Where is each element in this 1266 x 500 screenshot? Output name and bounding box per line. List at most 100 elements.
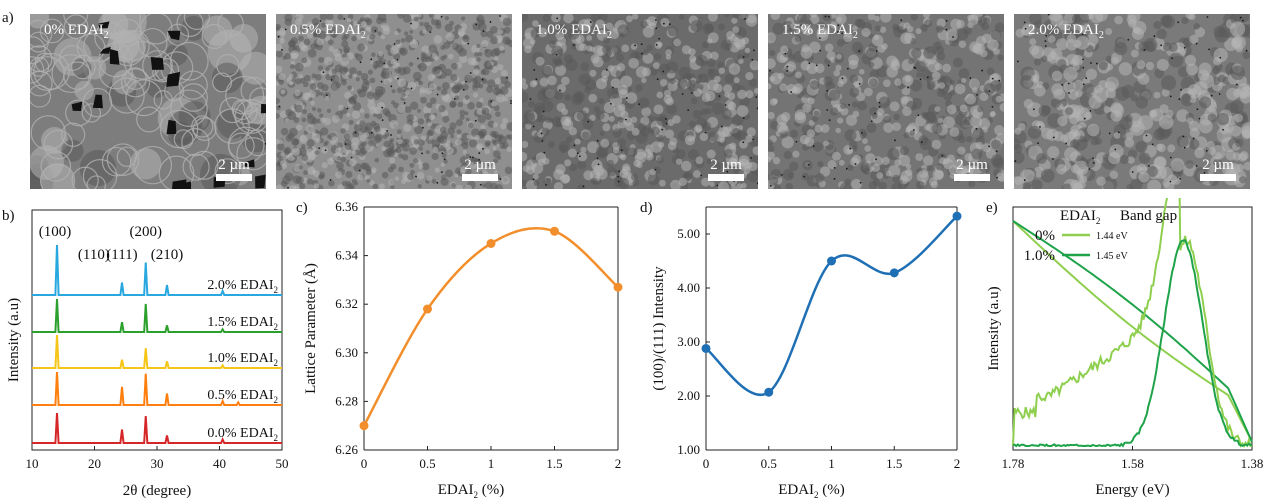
data-point	[827, 256, 836, 266]
data-point	[359, 421, 369, 431]
data-point	[952, 211, 962, 221]
sem-label: 1.5% EDAI2	[782, 22, 858, 41]
data-point	[486, 238, 496, 248]
y-tick-label: 6.26	[335, 442, 358, 457]
legend-bandgap-title: Band gap	[1120, 208, 1177, 224]
x-tick-label: 0.5	[419, 456, 435, 471]
xrd-series-line	[32, 412, 282, 444]
x-tick-label: 40	[213, 456, 226, 471]
xrd-series-label: 1.0% EDAI2	[207, 351, 278, 368]
pl-spectrum	[1012, 198, 1252, 449]
plot-frame	[31, 209, 283, 451]
x-tick-label: 1	[828, 456, 835, 471]
pl-chart-svg: 1.78 1.58 1.38 Energy (eV) Intensity (a.u) ED…	[986, 198, 1264, 498]
x-tick-label: 50	[276, 456, 289, 471]
sem-label-text: 2.0% EDAI	[1028, 22, 1099, 38]
legend-bandgap-value: 1.45 eV	[1096, 251, 1128, 262]
data-point	[550, 226, 559, 236]
scale-bar-line	[708, 174, 744, 181]
scale-bar-label: 2 µm	[956, 157, 988, 173]
y-axis-label: Lattice Parameter (Å)	[303, 263, 319, 394]
peak-label: (100)	[39, 224, 72, 240]
sem-label-text: 1.5% EDAI	[782, 22, 853, 38]
scale-bar-line	[954, 174, 990, 181]
xrd-series-line	[32, 371, 282, 406]
panel-label-e: e)	[986, 200, 998, 216]
xrd-chart-svg: 10 20 30 40 50 2θ (degree) Intensity (a.u) 0.0%…	[6, 209, 289, 499]
sem-label: 2.0% EDAI2	[1028, 22, 1104, 41]
peak-label: (111)	[106, 247, 137, 263]
sem-label: 0% EDAI2	[44, 22, 109, 41]
scale-bar-line	[1200, 174, 1236, 181]
legend-bandgap-value: 1.44 eV	[1096, 231, 1128, 242]
xrd-series-line	[32, 244, 282, 296]
pl-chart: 1.78 1.58 1.38 Energy (eV) Intensity (a.u) ED…	[980, 198, 1266, 500]
xrd-series-label: 0.0% EDAI2	[207, 426, 278, 443]
x-axis-label: EDAI2 (%)	[778, 482, 845, 500]
x-tick-label: 1.58	[1121, 456, 1144, 471]
sem-texture	[522, 14, 758, 189]
y-tick-label: 4.00	[677, 280, 700, 295]
sem-label-sub: 2	[852, 30, 858, 41]
sem-texture	[30, 14, 266, 189]
x-tick-label: 2	[615, 456, 622, 471]
x-axis-label: EDAI2 (%)	[438, 482, 505, 500]
panel-label-d: d)	[640, 200, 653, 216]
sem-texture	[1014, 14, 1250, 189]
sem-image-3: 1.5% EDAI2 2 µm	[768, 14, 1004, 189]
x-tick-label: 2	[954, 456, 961, 471]
legend-series-name: 0%	[1035, 228, 1055, 244]
x-axis-label: Energy (eV)	[1095, 482, 1169, 498]
x-tick-label: 20	[88, 456, 101, 471]
intensity-ratio-chart: 1.00 2.00 3.00 4.00 5.00 0 0.5 1 1.5 2 EDAI2 (%) (1…	[635, 198, 980, 500]
xrd-series-label: 1.5% EDAI2	[207, 315, 278, 332]
scale-bar-line	[216, 174, 252, 181]
lattice-chart-svg: 6.26 6.28 6.30 6.32 6.34 6.36 0 0.5 1 1.5 2 EDAI2 (…	[303, 199, 623, 500]
sem-image-1: 0.5% EDAI2 2 µm	[276, 14, 512, 189]
y-axis-label: Intensity (a.u)	[6, 298, 22, 382]
y-tick-label: 6.28	[335, 393, 358, 408]
y-tick-label: 6.30	[335, 345, 358, 360]
legend-series-name: 1.0%	[1024, 248, 1055, 264]
x-tick-label: 1.38	[1241, 456, 1264, 471]
sem-texture	[768, 14, 1004, 189]
scale-bar-label: 2 µm	[464, 157, 496, 173]
xrd-series-line	[32, 298, 282, 333]
y-tick-label: 2.00	[677, 388, 700, 403]
panel-label-a: a)	[2, 10, 14, 26]
x-tick-label: 10	[26, 456, 39, 471]
x-tick-label: 1	[488, 456, 495, 471]
scale-bar: 2 µm	[708, 158, 744, 181]
sem-label: 0.5% EDAI2	[290, 22, 366, 41]
peak-label: (210)	[151, 247, 184, 263]
y-tick-label: 6.36	[335, 199, 358, 214]
y-axis-label: (100)/(111) Intensity	[651, 266, 667, 391]
xrd-series-label: 0.5% EDAI2	[207, 388, 278, 405]
y-tick-label: 6.34	[335, 248, 358, 263]
data-point	[889, 268, 899, 278]
scale-bar-label: 2 µm	[1202, 157, 1234, 173]
sem-label-sub: 2	[606, 30, 612, 41]
y-tick-label: 5.00	[677, 226, 700, 241]
series-line	[362, 227, 619, 427]
x-tick-label: 1.78	[1002, 456, 1025, 471]
data-point	[613, 282, 623, 292]
scale-bar: 2 µm	[1200, 158, 1236, 181]
panel-label-b: b)	[2, 208, 15, 224]
pl-spectrum	[1012, 239, 1253, 448]
scale-bar: 2 µm	[954, 158, 990, 181]
scale-bar-label: 2 µm	[710, 157, 742, 173]
xrd-chart: 10 20 30 40 50 2θ (degree) Intensity (a.u) 0.0%…	[0, 198, 290, 500]
y-axis-label: Intensity (a.u)	[986, 286, 1002, 370]
sem-image-2: 1.0% EDAI2 2 µm	[522, 14, 758, 189]
scale-bar: 2 µm	[462, 158, 498, 181]
series-line	[705, 215, 958, 396]
intensity-ratio-chart-svg: 1.00 2.00 3.00 4.00 5.00 0 0.5 1 1.5 2 EDAI2 (%) (1…	[651, 206, 962, 500]
scale-bar-line	[462, 174, 498, 181]
y-tick-label: 6.32	[335, 296, 358, 311]
data-point	[764, 387, 774, 397]
panel-label-c: c)	[296, 200, 308, 216]
legend-title: EDAI2	[1060, 208, 1100, 226]
sem-texture	[276, 14, 512, 189]
y-tick-label: 1.00	[677, 442, 700, 457]
